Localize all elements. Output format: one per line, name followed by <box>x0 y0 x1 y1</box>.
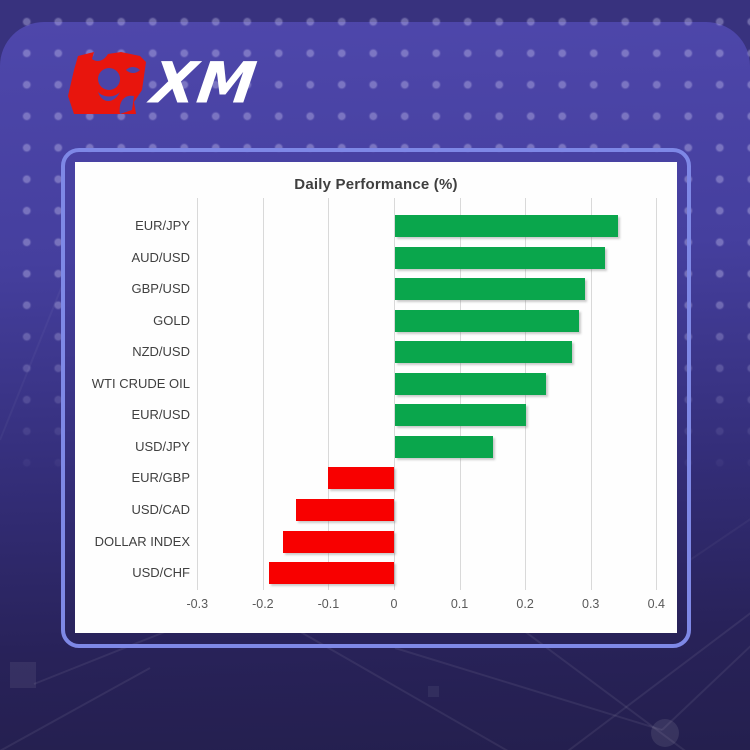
circle-node <box>651 719 679 747</box>
category-label: USD/JPY <box>135 438 190 454</box>
performance-bar <box>395 309 579 332</box>
gridline <box>656 198 658 590</box>
small-square-node <box>428 686 439 697</box>
chart-title: Daily Performance (%) <box>294 176 458 193</box>
performance-bar <box>395 278 586 301</box>
performance-bar <box>395 404 527 427</box>
x-tick-label: 0.3 <box>582 597 600 611</box>
x-tick-label: 0.1 <box>450 597 469 611</box>
performance-bar <box>295 498 394 521</box>
category-label: EUR/GBP <box>131 470 190 486</box>
category-label: GOLD <box>153 312 190 328</box>
category-label: NZD/USD <box>132 344 190 360</box>
category-label: USD/CHF <box>132 565 190 581</box>
square-node <box>10 662 36 688</box>
performance-bar <box>395 246 605 269</box>
category-label: EUR/USD <box>131 407 190 423</box>
performance-bar <box>269 562 394 585</box>
performance-bar <box>395 372 546 395</box>
gridline <box>262 198 264 590</box>
gridline <box>590 198 592 590</box>
gridline <box>328 198 330 590</box>
chart-panel: Daily Performance (%) -0.3 -0.2 -0.1 0 0.1 0.… <box>75 162 677 633</box>
performance-bar <box>395 215 618 237</box>
gridline <box>394 198 395 590</box>
performance-bar <box>395 435 494 458</box>
xm-logo: XM <box>64 48 261 118</box>
performance-bar <box>328 467 394 490</box>
category-label: DOLLAR INDEX <box>94 533 190 549</box>
performance-bar <box>395 341 573 364</box>
category-label: AUD/USD <box>131 249 190 265</box>
logo-text: XM <box>147 49 262 117</box>
plot-area: -0.3 -0.2 -0.1 0 0.1 0.2 0.3 0.4 EUR/JPY AUD/USD G… <box>75 162 677 633</box>
x-tick-label: -0.2 <box>252 597 274 611</box>
x-tick-label: 0.2 <box>516 597 534 611</box>
category-label: GBP/USD <box>131 281 190 297</box>
chart-frame <box>61 148 691 648</box>
category-label: WTI CRUDE OIL <box>91 375 190 391</box>
x-tick-label: -0.3 <box>186 597 209 611</box>
category-label: USD/CAD <box>131 501 190 517</box>
x-tick-label: -0.1 <box>317 597 340 611</box>
gridline <box>197 198 199 590</box>
category-label: EUR/JPY <box>135 218 190 233</box>
performance-bar <box>282 530 394 553</box>
x-tick-label: 0.4 <box>647 597 665 611</box>
bull-icon <box>68 52 146 114</box>
x-tick-label: 0 <box>390 597 398 611</box>
